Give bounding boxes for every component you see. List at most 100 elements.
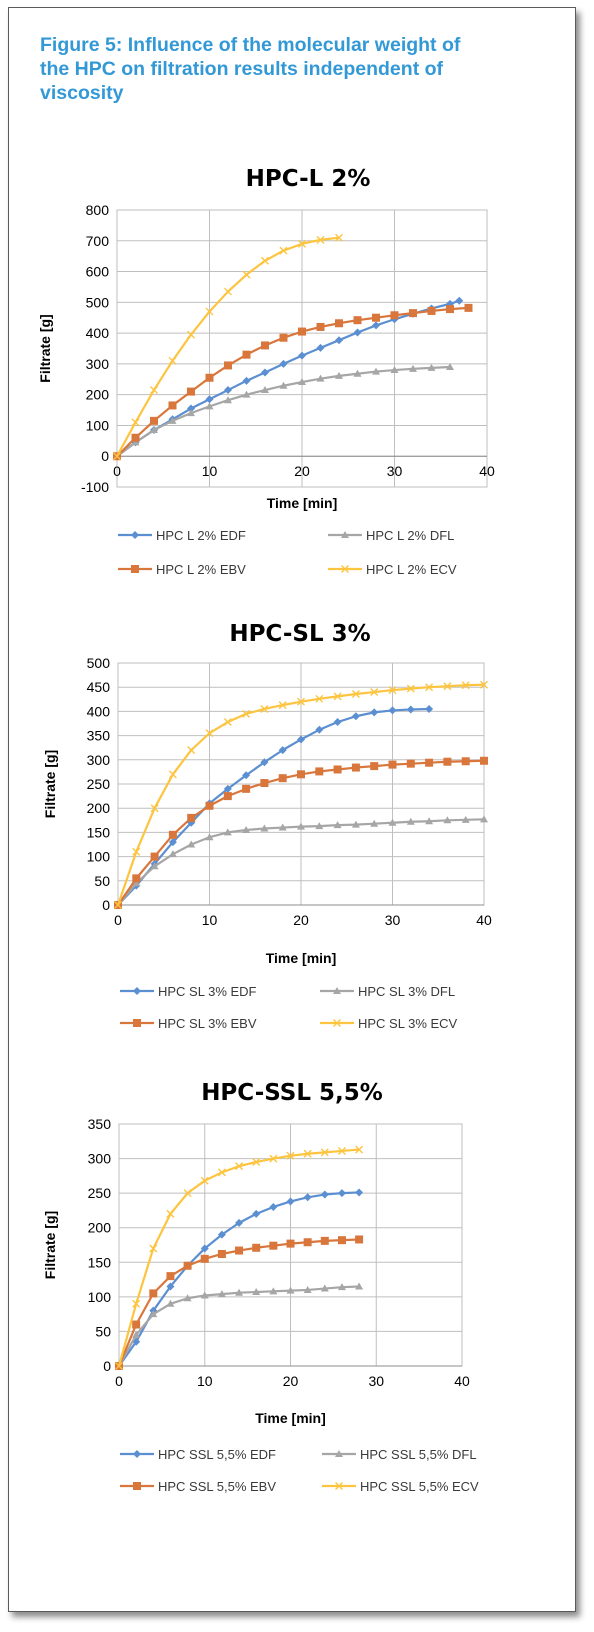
chart-1-x-tick-label: 40	[479, 463, 495, 479]
chart-3-series-3-point	[166, 1272, 175, 1281]
chart-2-y-tick-label: 200	[87, 800, 111, 816]
chart-2-series-3-point	[132, 874, 141, 883]
chart-2-series-3-point	[461, 757, 470, 766]
chart-1-series-2-point	[205, 402, 214, 410]
chart-1-series-3-point	[353, 316, 362, 325]
chart-1-legend-marker	[131, 531, 139, 539]
chart-1-y-axis-label: Filtrate [g]	[37, 314, 53, 382]
chart-3-series-4-point	[235, 1162, 244, 1171]
chart-2-series-1-point	[260, 758, 269, 767]
chart-3-series-2-point	[132, 1330, 141, 1338]
chart-3-series-4-point	[286, 1151, 295, 1160]
chart-3-x-tick-label: 10	[197, 1373, 213, 1389]
chart-1-legend-label: HPC L 2% EBV	[156, 562, 246, 577]
chart-2-series-4-point	[114, 901, 122, 909]
chart-1-y-tick-label: 300	[86, 356, 110, 372]
chart-1-series-2-point	[168, 416, 177, 424]
chart-1-series-4-point	[205, 307, 214, 316]
chart-2-series-1-point	[223, 784, 232, 793]
chart-2-series-1-point	[406, 705, 415, 714]
chart-1-series-2-point	[187, 409, 195, 417]
chart-3-series-2-point	[355, 1282, 364, 1290]
chart-1-series-3-point	[224, 361, 232, 370]
chart-2-series-3-point	[443, 757, 452, 766]
chart-1-series-2-point	[298, 378, 306, 386]
chart-1-y-tick-label: 0	[101, 448, 109, 464]
chart-2-series-4-point	[406, 684, 415, 693]
chart-2-series-3-point	[370, 762, 379, 771]
chart-1-series-4-point	[261, 256, 269, 265]
chart-2-series-2-point	[260, 824, 269, 832]
chart-2-series-4-point	[461, 681, 470, 690]
chart-2-series-2-point	[297, 822, 305, 830]
chart-3-series-1-point	[303, 1193, 312, 1202]
chart-1-x-tick-label: 0	[113, 463, 121, 479]
chart-3-series-3-point	[235, 1246, 244, 1255]
chart-1-series-3-point	[168, 401, 177, 410]
chart-3-series-1-point	[235, 1218, 244, 1227]
chart-3-series-3-line	[117, 1238, 360, 1367]
chart-2-series-2-point	[351, 820, 360, 828]
chart-2-series-3-point	[223, 792, 232, 801]
chart-2-legend-label: HPC SL 3% DFL	[358, 984, 455, 999]
chart-3-legend-label: HPC SSL 5,5% ECV	[360, 1479, 479, 1494]
chart-1-series-3	[113, 303, 473, 461]
chart-3-series-2-point	[183, 1294, 192, 1302]
chart-2-series-2-point	[242, 825, 251, 833]
chart-1-legend-marker	[341, 565, 349, 573]
chart-1-series-1-point	[224, 386, 232, 395]
chart-2-series-3-point	[205, 801, 214, 810]
chart-1-series-4-point	[131, 418, 140, 427]
chart-1-series-4-point	[279, 246, 288, 255]
chart-2-series-1-point	[370, 708, 379, 717]
chart-2-series-3	[114, 756, 488, 909]
chart-3-series-2-point	[269, 1287, 278, 1295]
chart-1-series-2-point	[224, 396, 232, 404]
chart-3-series-2-point	[149, 1310, 158, 1318]
chart-2-series-4-point	[168, 770, 177, 779]
chart-2-series-3-point	[187, 813, 196, 822]
chart-2-legend-label: HPC SL 3% EBV	[158, 1016, 257, 1031]
chart-3-series-4-point	[115, 1362, 123, 1370]
chart-2-series-3-point	[480, 756, 488, 765]
chart-1-series-2-point	[372, 367, 380, 375]
chart-3-series-1-point	[166, 1282, 175, 1291]
chart-2-series-1-point	[351, 712, 360, 721]
chart-1-title: HPC-L 2%	[246, 166, 371, 192]
chart-2-series-4-point	[132, 847, 141, 856]
chart-2-series-1-point	[315, 725, 324, 734]
chart-2-legend-item-1: HPC SL 3% EDF	[120, 984, 257, 999]
chart-1-series-1-point	[335, 336, 343, 345]
chart-3-series-1-point	[337, 1189, 346, 1198]
chart-2-series-2-point	[150, 862, 159, 870]
chart-1-series-2-point	[131, 438, 140, 446]
chart-3-series-3-point	[217, 1249, 226, 1258]
chart-3-series-3-point	[286, 1239, 295, 1248]
chart-1-series-2-point	[446, 362, 454, 370]
chart-1-series-4-point	[224, 287, 232, 296]
chart-1-series-3-point	[298, 327, 306, 336]
chart-3-x-tick-label: 20	[283, 1373, 299, 1389]
figure-card	[8, 7, 576, 1612]
chart-3-series-3-point	[149, 1289, 158, 1298]
chart-2-series-1-point	[297, 735, 305, 744]
chart-2-series-4-point	[205, 729, 214, 738]
chart-2-series-4-point	[351, 689, 360, 698]
chart-3-series-1-point	[200, 1244, 209, 1253]
chart-2-series-2-point	[278, 823, 287, 831]
chart-3-series-4-point	[337, 1146, 346, 1155]
chart-1-series-1-point	[261, 368, 269, 377]
chart-1-series-2-point	[409, 364, 417, 372]
chart-1-legend-item-1: HPC L 2% EDF	[118, 528, 246, 543]
chart-2-series-2-point	[132, 879, 141, 887]
chart-1-y-tick-label: 400	[86, 325, 110, 341]
chart-3-series-2-line	[118, 1285, 360, 1367]
chart-2-series-3-point	[168, 830, 177, 839]
chart-3-series-2-point	[286, 1286, 295, 1294]
chart-1-y-tick-label: 500	[86, 294, 110, 310]
chart-1-series-3-point	[279, 333, 288, 342]
chart-1-series-3-point	[261, 341, 269, 350]
chart-2-series-4	[114, 680, 488, 909]
chart-1-legend-item-2: HPC L 2% DFL	[328, 528, 454, 543]
